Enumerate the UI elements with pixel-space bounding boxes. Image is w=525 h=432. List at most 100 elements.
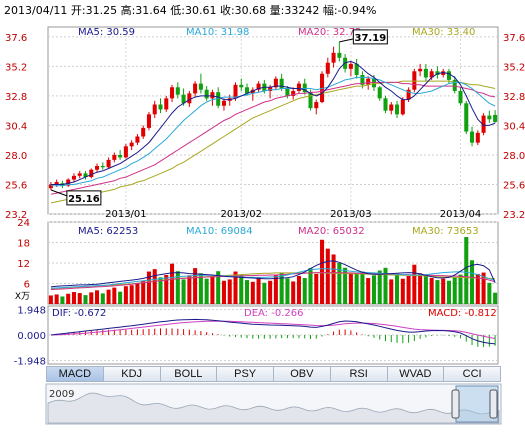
volume-bar	[360, 271, 365, 304]
volume-bar	[279, 272, 284, 304]
volume-bar	[152, 269, 157, 304]
tab-psy[interactable]: PSY	[217, 367, 274, 381]
volume-bar	[123, 286, 128, 304]
candle-body	[395, 104, 400, 115]
candle-body	[273, 78, 278, 88]
volume-bar	[348, 272, 353, 304]
price-y-tick-left: 32.8	[5, 92, 27, 103]
volume-bar	[71, 292, 76, 304]
volume-bar	[406, 275, 411, 304]
high-annotation-label: 37.19	[355, 33, 387, 44]
price-y-tick-left: 35.2	[5, 62, 27, 73]
candle-body	[66, 179, 71, 186]
candle-body	[268, 87, 273, 91]
volume-bar	[273, 275, 278, 304]
candle-body	[441, 71, 446, 75]
volume-bar	[452, 277, 457, 304]
volume-y-tick: 12	[17, 259, 30, 270]
volume-bar	[66, 293, 71, 304]
candle-body	[452, 79, 457, 91]
candle-body	[383, 98, 388, 111]
candle-body	[181, 94, 186, 104]
volume-bar	[470, 260, 475, 304]
price-ma20-line	[50, 81, 496, 195]
volume-bar	[308, 268, 313, 304]
volume-bar	[112, 287, 117, 304]
price-y-tick-left: 28.0	[5, 151, 27, 162]
tab-wvad[interactable]: WVAD	[388, 367, 445, 381]
price-y-tick-left: 30.4	[5, 121, 27, 132]
navigator-right-handle[interactable]	[489, 389, 498, 419]
macd-y-tick: 1.948	[17, 305, 46, 316]
candle-body	[423, 68, 428, 78]
volume-bar	[83, 295, 88, 304]
volume-y-tick: 24	[17, 218, 30, 229]
candle-body	[371, 78, 376, 88]
low-annotation-label: 25.16	[68, 194, 100, 205]
volume-bar	[135, 283, 140, 304]
volume-bar	[296, 275, 301, 304]
price-ma10-line	[50, 76, 496, 187]
volume-bar	[60, 296, 65, 304]
candle-body	[354, 63, 359, 75]
volume-bar	[89, 292, 94, 304]
macd-y-tick: 0.000	[17, 331, 46, 342]
navigator-year-label: 2009	[49, 389, 74, 400]
tab-obv[interactable]: OBV	[274, 367, 331, 381]
tab-kdj[interactable]: KDJ	[104, 367, 161, 381]
tab-boll[interactable]: BOLL	[161, 367, 218, 381]
macd-legend-item: DIF: -0.672	[52, 308, 106, 319]
volume-bar	[129, 285, 134, 304]
price-legend-item: MA20: 32.72	[298, 27, 361, 38]
candle-body	[204, 89, 209, 99]
volume-bar	[198, 273, 203, 304]
candle-body	[446, 71, 451, 80]
candle-body	[152, 104, 157, 115]
price-ma30-line	[50, 80, 496, 204]
candle-body	[285, 88, 290, 96]
candle-body	[210, 92, 215, 99]
volume-bar	[170, 263, 175, 304]
candle-body	[239, 84, 244, 88]
candle-body	[245, 87, 250, 94]
volume-bar	[389, 279, 394, 304]
tab-rsi[interactable]: RSI	[331, 367, 388, 381]
low-annotation-box	[66, 190, 102, 206]
macd-dea-line	[50, 320, 496, 339]
navigator-left-handle[interactable]	[451, 389, 460, 419]
price-y-tick-right: 25.6	[503, 180, 525, 191]
candle-body	[475, 132, 480, 143]
volume-ma10-line	[50, 268, 496, 289]
candle-body	[279, 78, 284, 89]
candle-body	[400, 99, 405, 115]
candle-body	[112, 154, 117, 160]
candle-body	[464, 103, 469, 132]
volume-bar	[100, 293, 105, 304]
volume-bar	[314, 273, 319, 304]
volume-bar	[320, 239, 325, 304]
volume-bar	[250, 281, 255, 304]
volume-bar	[256, 277, 261, 304]
price-ma5-line	[50, 60, 496, 185]
price-y-tick-left: 23.2	[5, 210, 27, 221]
candle-body	[129, 142, 134, 147]
candle-body	[348, 63, 353, 69]
volume-bar	[193, 268, 198, 304]
candle-body	[412, 71, 417, 90]
volume-bar	[429, 278, 434, 304]
price-x-label: 2013/02	[220, 209, 262, 220]
volume-bar	[423, 275, 428, 304]
candle-body	[221, 100, 226, 106]
tab-cci[interactable]: CCI	[462, 368, 482, 380]
volume-bar	[48, 295, 53, 304]
candle-body	[366, 78, 371, 85]
candle-body	[302, 83, 307, 93]
volume-bar	[106, 289, 111, 304]
tab-macd[interactable]: MACD	[47, 367, 104, 381]
volume-bar	[54, 294, 59, 304]
volume-bar	[458, 274, 463, 304]
candle-body	[193, 83, 198, 94]
candle-body	[54, 182, 59, 185]
candle-body	[158, 104, 163, 110]
